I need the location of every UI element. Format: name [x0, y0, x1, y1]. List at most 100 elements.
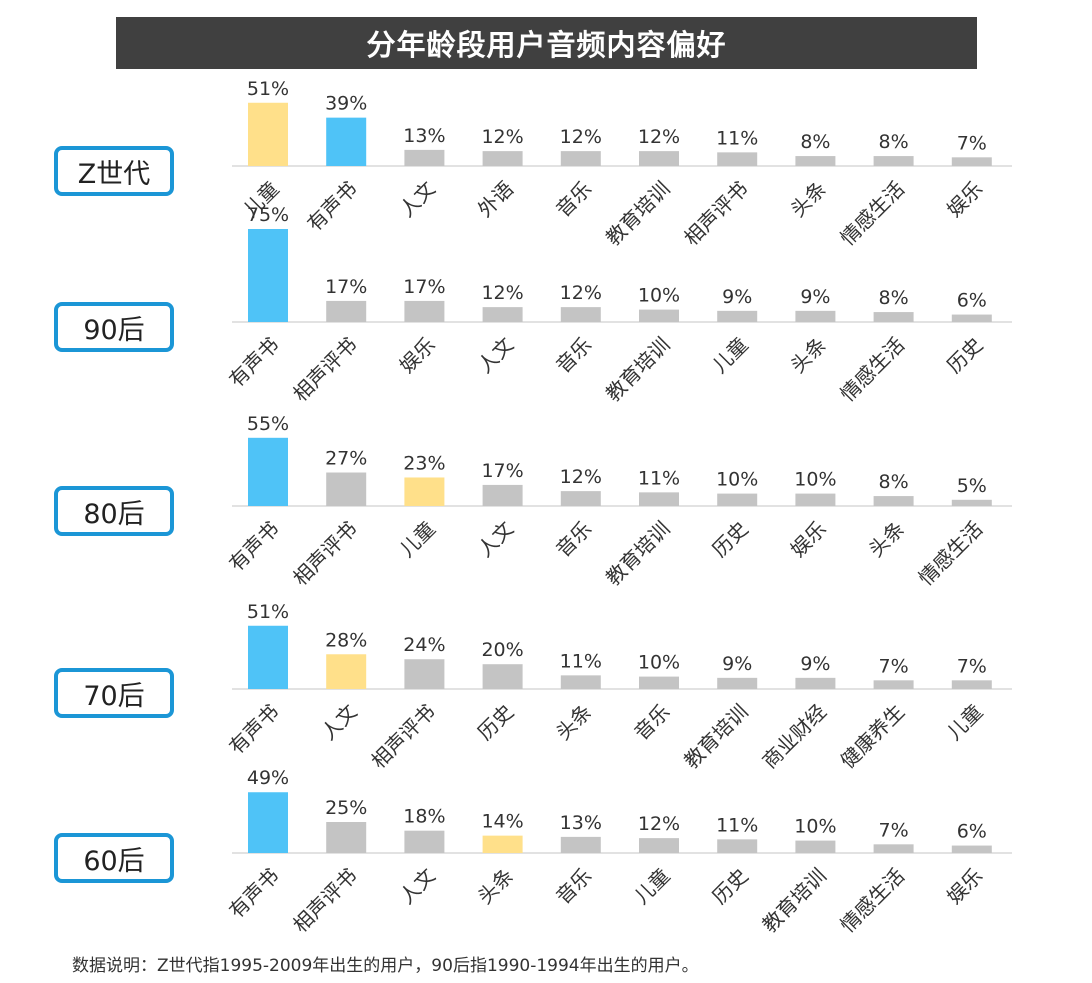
- data-label: 39%: [325, 93, 367, 115]
- chart-row: 51% 有声书 28% 人文 24% 相声评书 20% 历史 11% 头条 10% 音乐 9% 教育培训 9…: [224, 601, 1012, 773]
- bar: [795, 156, 836, 166]
- data-label: 28%: [325, 629, 367, 651]
- bar: [951, 499, 992, 506]
- category-label: 音乐: [551, 177, 596, 222]
- bar: [560, 675, 601, 689]
- bar: [873, 312, 914, 322]
- category-label: 儿童: [942, 700, 987, 745]
- category-label: 头条: [473, 864, 518, 909]
- data-label: 9%: [722, 286, 752, 308]
- data-label: 51%: [247, 601, 289, 623]
- bar: [717, 152, 758, 166]
- bar: [482, 484, 523, 506]
- bar: [326, 117, 367, 166]
- bar: [404, 149, 445, 166]
- bar: [326, 300, 367, 322]
- data-label: 9%: [722, 653, 752, 675]
- category-label: 相声评书: [679, 177, 753, 251]
- bar: [560, 491, 601, 506]
- bar: [795, 310, 836, 322]
- group-label-80: 80后: [54, 486, 174, 536]
- category-label: 人文: [316, 700, 361, 745]
- bar: [248, 437, 288, 506]
- bar: [560, 836, 601, 853]
- data-label: 27%: [325, 448, 367, 470]
- data-label: 11%: [716, 127, 758, 149]
- data-label: 25%: [325, 797, 367, 819]
- category-label: 头条: [786, 177, 831, 222]
- category-label: 人文: [395, 864, 440, 909]
- bar: [795, 493, 836, 506]
- bar: [717, 839, 758, 853]
- data-label: 10%: [794, 469, 836, 491]
- bar: [639, 492, 679, 506]
- category-label: 儿童: [395, 517, 440, 562]
- data-label: 13%: [560, 812, 602, 834]
- bar: [717, 677, 758, 689]
- category-label: 情感生活: [836, 333, 910, 407]
- data-label: 7%: [879, 655, 909, 677]
- category-label: 教育培训: [601, 517, 675, 591]
- bar: [639, 151, 679, 166]
- data-label: 55%: [247, 413, 289, 435]
- data-label: 5%: [957, 475, 987, 497]
- chart-row: 55% 有声书 27% 相声评书 23% 儿童 17% 人文 12% 音乐 11% 教育培训 10% 历史…: [224, 413, 1012, 590]
- footnote: 数据说明：Z世代指1995-2009年出生的用户，90后指1990-1994年出…: [72, 956, 699, 976]
- bar: [717, 493, 758, 506]
- category-label: 头条: [551, 700, 596, 745]
- category-label: 有声书: [224, 700, 283, 759]
- category-label: 相声评书: [366, 700, 440, 774]
- data-label: 14%: [481, 811, 523, 833]
- category-label: 情感生活: [836, 177, 910, 251]
- data-label: 17%: [325, 276, 367, 298]
- bar: [482, 835, 523, 853]
- category-label: 娱乐: [942, 177, 987, 222]
- chart-row: 51%儿童39%有声书13%人文12%外语12%音乐12%教育培训11%相声评书…: [232, 78, 1012, 250]
- category-label: 娱乐: [786, 517, 831, 562]
- data-label: 12%: [481, 282, 523, 304]
- category-label: 商业财经: [757, 700, 831, 774]
- data-label: 17%: [481, 460, 523, 482]
- data-label: 12%: [560, 282, 602, 304]
- bar: [482, 151, 523, 166]
- category-label: 教育培训: [757, 864, 831, 938]
- bar: [404, 300, 445, 322]
- category-label: 相声评书: [288, 864, 362, 938]
- category-label: 相声评书: [288, 517, 362, 591]
- group-label-90: 90后: [54, 302, 174, 352]
- data-label: 49%: [247, 767, 289, 789]
- bar: [248, 229, 288, 322]
- data-label: 10%: [794, 816, 836, 838]
- bar: [951, 680, 992, 689]
- data-label: 12%: [638, 126, 680, 148]
- bar: [795, 677, 836, 689]
- group-label-z: Z世代: [54, 146, 174, 196]
- data-label: 10%: [716, 469, 758, 491]
- data-label: 51%: [247, 78, 289, 100]
- category-label: 教育培训: [601, 177, 675, 251]
- bar: [326, 654, 367, 689]
- bar: [873, 496, 914, 506]
- data-label: 8%: [879, 471, 909, 493]
- category-label: 人文: [473, 517, 518, 562]
- category-label: 有声书: [302, 177, 361, 236]
- data-label: 20%: [481, 639, 523, 661]
- bar: [560, 151, 601, 166]
- bar: [482, 664, 523, 689]
- category-label: 音乐: [551, 517, 596, 562]
- chart-title: 分年龄段用户音频内容偏好: [116, 17, 977, 69]
- category-label: 历史: [707, 517, 752, 562]
- group-label-70: 70后: [54, 668, 174, 718]
- category-label: 有声书: [224, 864, 283, 923]
- category-label: 人文: [473, 333, 518, 378]
- bar: [873, 680, 914, 689]
- bar: [951, 845, 992, 853]
- data-label: 12%: [560, 466, 602, 488]
- data-label: 9%: [800, 286, 830, 308]
- data-label: 12%: [481, 126, 523, 148]
- data-label: 11%: [638, 467, 680, 489]
- category-label: 音乐: [551, 333, 596, 378]
- data-label: 75%: [247, 204, 289, 226]
- data-label: 13%: [403, 125, 445, 147]
- chart-row: 49% 有声书 25% 相声评书 18% 人文 14% 头条 13% 音乐 12% 儿童 11% 历史 10…: [224, 767, 1012, 937]
